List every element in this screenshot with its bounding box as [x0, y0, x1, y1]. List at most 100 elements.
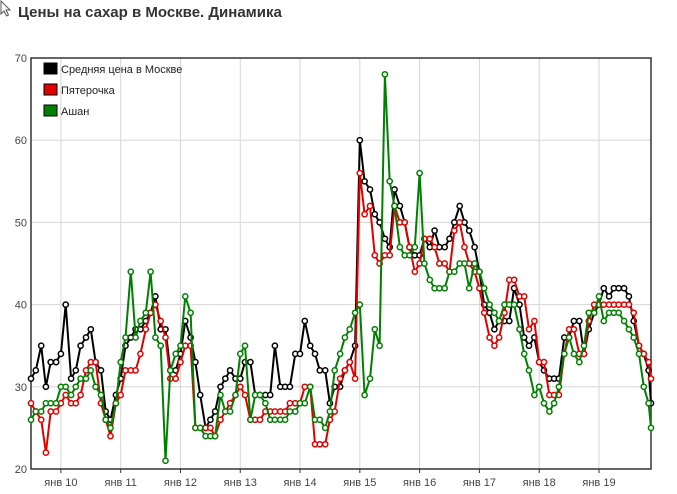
data-point	[157, 317, 165, 325]
data-point	[42, 383, 50, 391]
data-point	[411, 268, 419, 276]
data-point	[520, 293, 528, 300]
data-point	[520, 350, 528, 358]
data-point	[630, 309, 638, 317]
x-tick-label: янв 14	[283, 477, 316, 489]
data-point	[406, 251, 413, 259]
data-point	[166, 367, 174, 374]
data-point	[346, 325, 354, 333]
data-point	[122, 334, 129, 341]
y-tick-label: 50	[15, 217, 27, 229]
data-point	[645, 399, 652, 407]
data-point	[211, 408, 219, 415]
data-point	[421, 260, 428, 267]
data-point	[615, 309, 623, 317]
data-point	[531, 391, 538, 399]
data-point	[77, 391, 84, 399]
data-point	[187, 309, 194, 317]
data-point	[351, 375, 359, 382]
data-point	[600, 301, 608, 308]
data-point	[491, 342, 498, 350]
y-tick-label: 20	[15, 464, 27, 476]
data-point	[406, 243, 413, 251]
data-point	[102, 416, 110, 424]
data-point	[625, 325, 633, 333]
data-point	[411, 243, 419, 251]
data-point	[321, 424, 329, 432]
data-point	[72, 367, 80, 374]
data-point	[525, 367, 533, 374]
data-point	[301, 399, 309, 407]
data-point	[456, 202, 464, 210]
data-point	[625, 293, 633, 300]
data-point	[47, 358, 55, 366]
series-line	[30, 172, 652, 454]
data-point	[281, 416, 289, 424]
data-point	[356, 169, 364, 177]
data-point	[92, 383, 99, 391]
data-point	[321, 367, 329, 374]
data-point	[600, 284, 608, 292]
data-point	[296, 350, 304, 358]
data-point	[37, 408, 45, 415]
data-point	[585, 309, 593, 317]
cursor-arrow-icon	[0, 0, 12, 17]
data-point	[495, 334, 503, 341]
data-point	[152, 334, 159, 341]
data-point	[620, 284, 628, 292]
data-point	[301, 317, 309, 325]
plot-frame	[30, 57, 652, 470]
data-point	[600, 317, 608, 325]
data-point	[396, 202, 404, 210]
data-point	[441, 284, 449, 292]
data-point	[196, 424, 204, 432]
y-tick-label: 60	[15, 135, 27, 147]
y-axis-ticks: 20 30 40 50 60 70	[15, 53, 27, 476]
series-line	[30, 73, 652, 462]
data-point	[52, 358, 60, 366]
data-point	[336, 375, 344, 382]
data-point	[172, 375, 180, 382]
data-point	[630, 334, 638, 341]
data-point	[416, 169, 423, 177]
data-point	[181, 293, 189, 300]
data-point	[491, 325, 498, 333]
page-title: Цены на сахар в Москве. Динамика	[18, 4, 282, 21]
data-point	[341, 367, 349, 374]
data-point	[162, 457, 169, 465]
data-point	[450, 268, 458, 276]
data-point	[386, 177, 394, 185]
legend: Средняя цена в Москве Пятерочка Ашан	[43, 62, 182, 118]
data-point	[132, 334, 139, 341]
x-tick-label: янв 18	[523, 477, 556, 489]
data-point	[172, 350, 180, 358]
data-point	[356, 301, 364, 308]
data-point	[152, 293, 159, 300]
series-1	[27, 169, 655, 456]
data-point	[351, 309, 359, 317]
data-point	[386, 251, 394, 259]
data-point	[87, 367, 95, 374]
y-tick-label: 40	[15, 300, 27, 312]
data-point	[525, 325, 533, 333]
data-point	[361, 391, 368, 399]
data-point	[575, 317, 583, 325]
data-point	[27, 399, 35, 407]
data-point	[301, 383, 309, 391]
data-point	[555, 383, 563, 391]
data-point	[391, 186, 398, 193]
data-point	[615, 284, 623, 292]
data-point	[177, 358, 184, 366]
data-point	[575, 358, 583, 366]
data-point	[590, 309, 598, 317]
data-point	[366, 202, 374, 210]
data-point	[207, 416, 214, 424]
data-point	[371, 325, 379, 333]
data-point	[510, 301, 518, 308]
data-point	[495, 317, 503, 325]
x-tick-label: янв 11	[105, 477, 137, 489]
data-point	[247, 358, 254, 366]
data-point	[431, 227, 438, 234]
data-point	[620, 317, 628, 325]
data-point	[505, 317, 513, 325]
